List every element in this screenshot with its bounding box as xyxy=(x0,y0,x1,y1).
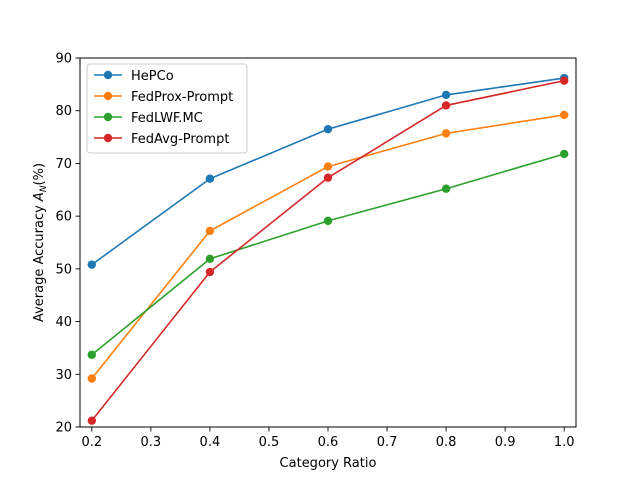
data-point-0-0 xyxy=(87,260,97,269)
legend-label-2: FedLWF.MC xyxy=(131,111,203,126)
data-point-2-4 xyxy=(559,149,569,159)
legend-label-3: FedAvg-Prompt xyxy=(131,132,229,147)
data-point-1-3 xyxy=(441,129,451,138)
x-tick-label-2: 0.4 xyxy=(200,435,221,450)
y-tick-label-0: 20 xyxy=(55,421,72,436)
x-tick-label-5: 0.7 xyxy=(377,435,398,450)
data-point-3-4 xyxy=(559,76,569,85)
data-point-3-3 xyxy=(441,101,451,110)
x-tick-label-8: 1.0 xyxy=(554,435,575,450)
plot-area xyxy=(79,57,577,428)
y-axis-label: Average Accuracy AN(%) xyxy=(32,163,49,322)
y-tick-label-5: 70 xyxy=(55,157,72,172)
x-tick-label-6: 0.8 xyxy=(436,435,457,450)
legend-frame xyxy=(86,63,248,154)
y-axis-label-symbol: A xyxy=(32,192,47,202)
data-point-1-2 xyxy=(323,162,333,171)
data-point-2-2 xyxy=(323,216,333,226)
y-axis-label-suffix: (%) xyxy=(32,163,47,186)
legend: HePCo FedProx-Prompt FedLWF.MC FedAvg-Promp… xyxy=(86,63,248,154)
data-point-3-2 xyxy=(323,173,333,182)
x-axis-label: Category Ratio xyxy=(280,456,377,471)
data-point-2-0 xyxy=(87,350,97,359)
x-tick-label-4: 0.6 xyxy=(318,435,339,450)
data-point-0-1 xyxy=(205,174,215,183)
y-tick-label-2: 40 xyxy=(55,315,72,330)
data-point-2-1 xyxy=(205,254,215,264)
y-tick-label-6: 80 xyxy=(55,104,72,119)
x-axis-ticks: 0.2 0.3 0.4 0.5 0.6 0.7 0.8 0.9 1.0 xyxy=(81,427,575,450)
data-point-1-0 xyxy=(87,374,97,383)
y-tick-label-4: 60 xyxy=(55,210,72,225)
legend-marker-2 xyxy=(103,112,113,122)
legend-marker-1 xyxy=(103,91,113,101)
legend-marker-0 xyxy=(103,70,113,80)
x-tick-label-1: 0.3 xyxy=(141,435,162,450)
data-point-1-1 xyxy=(205,226,215,236)
y-axis-label-subscript: N xyxy=(39,185,49,192)
data-point-0-2 xyxy=(323,124,333,134)
data-point-1-4 xyxy=(559,110,569,120)
data-point-3-0 xyxy=(87,416,97,425)
y-axis-label-prefix: Average Accuracy xyxy=(32,201,47,322)
x-tick-label-3: 0.5 xyxy=(259,435,280,450)
legend-label-1: FedProx-Prompt xyxy=(131,90,233,105)
x-tick-label-7: 0.9 xyxy=(495,435,516,450)
y-tick-label-3: 50 xyxy=(55,262,72,277)
series-line-1 xyxy=(90,114,566,380)
y-tick-label-1: 30 xyxy=(55,368,72,383)
series-line-2 xyxy=(90,152,566,356)
data-point-3-1 xyxy=(205,267,215,277)
data-point-2-3 xyxy=(441,184,451,193)
y-tick-label-7: 90 xyxy=(55,52,72,67)
x-tick-label-0: 0.2 xyxy=(81,435,102,450)
legend-marker-3 xyxy=(103,133,113,143)
y-axis-ticks: 20 30 40 50 60 70 80 90 xyxy=(55,52,80,436)
data-point-0-3 xyxy=(441,90,451,100)
legend-label-0: HePCo xyxy=(131,69,174,84)
